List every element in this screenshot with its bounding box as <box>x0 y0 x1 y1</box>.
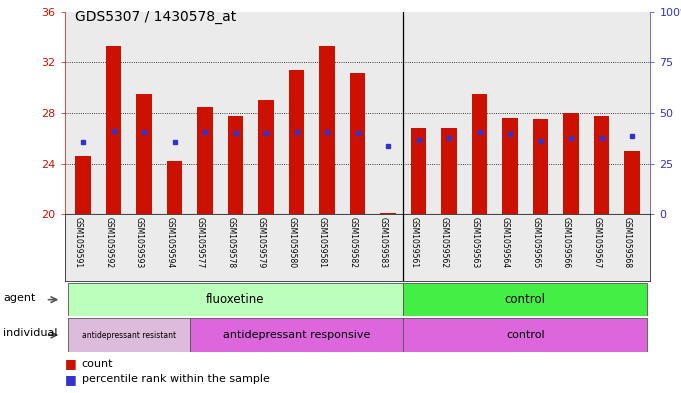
Text: GSM1059592: GSM1059592 <box>104 217 114 268</box>
Bar <box>503 118 518 214</box>
Text: antidepressant resistant: antidepressant resistant <box>82 331 176 340</box>
Bar <box>403 318 648 352</box>
Bar <box>624 151 639 214</box>
Text: GSM1059564: GSM1059564 <box>501 217 510 268</box>
Bar <box>403 283 648 316</box>
Text: GSM1059580: GSM1059580 <box>287 217 296 268</box>
Text: percentile rank within the sample: percentile rank within the sample <box>82 374 270 384</box>
Bar <box>258 100 274 214</box>
Bar <box>533 119 548 214</box>
Text: ■: ■ <box>65 357 76 370</box>
Text: GSM1059581: GSM1059581 <box>318 217 327 268</box>
Bar <box>197 107 212 214</box>
Bar <box>441 128 457 214</box>
Bar <box>228 116 243 214</box>
Bar <box>136 94 152 214</box>
Text: ■: ■ <box>65 373 76 386</box>
Text: GSM1059566: GSM1059566 <box>562 217 571 268</box>
Bar <box>76 156 91 214</box>
Bar <box>319 46 334 214</box>
Bar <box>472 94 487 214</box>
Bar <box>67 318 190 352</box>
Text: GSM1059594: GSM1059594 <box>165 217 174 268</box>
Text: GSM1059561: GSM1059561 <box>409 217 419 268</box>
Bar <box>289 70 304 214</box>
Bar <box>167 161 182 214</box>
Text: GSM1059578: GSM1059578 <box>227 217 236 268</box>
Text: GSM1059568: GSM1059568 <box>623 217 632 268</box>
Text: GSM1059567: GSM1059567 <box>592 217 601 268</box>
Bar <box>594 116 609 214</box>
Text: GSM1059582: GSM1059582 <box>349 217 358 268</box>
Text: GDS5307 / 1430578_at: GDS5307 / 1430578_at <box>75 10 236 24</box>
Text: GSM1059579: GSM1059579 <box>257 217 266 268</box>
Text: GSM1059583: GSM1059583 <box>379 217 388 268</box>
Bar <box>190 318 403 352</box>
Text: fluoxetine: fluoxetine <box>206 293 265 306</box>
Bar <box>381 213 396 214</box>
Bar <box>106 46 121 214</box>
Bar <box>563 113 579 214</box>
Text: control: control <box>506 330 545 340</box>
Text: GSM1059591: GSM1059591 <box>74 217 83 268</box>
Text: count: count <box>82 358 113 369</box>
Text: individual: individual <box>3 328 58 338</box>
Text: GSM1059577: GSM1059577 <box>196 217 205 268</box>
Bar <box>67 283 403 316</box>
Text: agent: agent <box>3 293 36 303</box>
Text: GSM1059593: GSM1059593 <box>135 217 144 268</box>
Text: GSM1059562: GSM1059562 <box>440 217 449 268</box>
Bar <box>411 128 426 214</box>
Bar <box>350 72 365 214</box>
Text: GSM1059563: GSM1059563 <box>471 217 479 268</box>
Text: antidepressant responsive: antidepressant responsive <box>223 330 370 340</box>
Text: control: control <box>505 293 545 306</box>
Text: GSM1059565: GSM1059565 <box>532 217 541 268</box>
